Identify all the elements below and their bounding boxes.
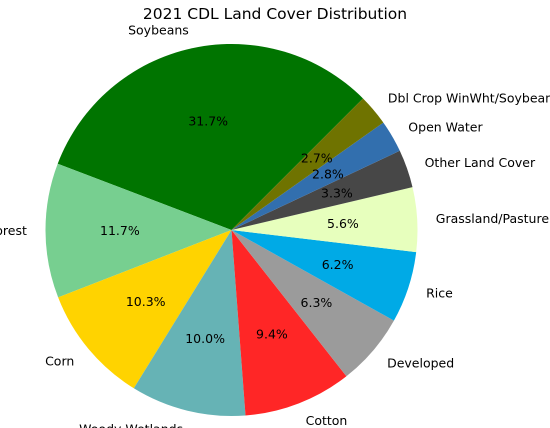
pct-label-woody-wetlands: 10.0% [185, 331, 225, 346]
pct-label-soybeans: 31.7% [188, 113, 228, 128]
slice-label-dbl-crop-winwht-soybeans: Dbl Crop WinWht/Soybeans [388, 91, 550, 106]
pie-slice-forest [45, 163, 232, 298]
slice-label-corn: Corn [45, 353, 74, 368]
pie-slice-open-water [231, 122, 400, 230]
pie-slice-dbl-crop-winwht-soybeans [231, 98, 384, 230]
pct-label-forest: 11.7% [100, 223, 140, 238]
slice-label-open-water: Open Water [408, 120, 483, 135]
pie-slice-soybeans [57, 43, 364, 230]
pct-label-developed: 6.3% [301, 295, 333, 310]
pie-slice-woody-wetlands [133, 230, 246, 416]
slice-label-woody-wetlands: Woody Wetlands [79, 421, 183, 428]
pie-slices [45, 43, 418, 416]
pct-label-cotton: 9.4% [256, 327, 288, 342]
slice-labels: 31.7% Soybeans 11.7% Forest 10.3% Corn 10.0% Wo… [0, 22, 550, 428]
slice-label-cotton: Cotton [306, 413, 348, 428]
pct-label-other-land-cover: 3.3% [321, 186, 353, 201]
pct-label-rice: 6.2% [322, 257, 354, 272]
pct-label-corn: 10.3% [126, 294, 166, 309]
pie-slice-corn [58, 230, 232, 389]
pct-label-dbl-crop-winwht-soybeans: 2.7% [301, 151, 333, 166]
chart-title: 2021 CDL Land Cover Distribution [143, 5, 407, 23]
pie-slice-other-land-cover [231, 150, 413, 230]
slice-label-forest: Forest [0, 223, 27, 238]
pie-slice-cotton [231, 230, 347, 416]
slice-label-soybeans: Soybeans [128, 22, 189, 37]
pie-slice-developed [231, 230, 394, 377]
slice-label-grassland-pasture: Grassland/Pasture [436, 211, 550, 226]
pie-slice-rice [231, 230, 417, 321]
slice-label-rice: Rice [426, 286, 453, 301]
pct-label-open-water: 2.8% [312, 166, 344, 181]
slice-label-developed: Developed [387, 355, 454, 370]
pie-slice-grassland-pasture [231, 187, 418, 253]
slice-label-other-land-cover: Other Land Cover [425, 155, 536, 170]
pct-label-grassland-pasture: 5.6% [327, 216, 359, 231]
